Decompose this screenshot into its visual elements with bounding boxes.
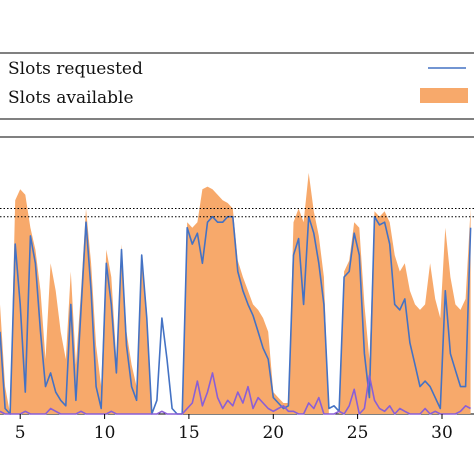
reference-lines	[0, 208, 474, 218]
x-tick-label: 10	[94, 423, 116, 443]
plot-area	[0, 172, 472, 415]
x-tick-label: 20	[262, 423, 284, 443]
legend-label-slots-available: Slots available	[8, 88, 134, 108]
legend-swatch-slots-available	[420, 88, 468, 103]
x-tick-label: 15	[178, 423, 200, 443]
line-series-1	[0, 372, 471, 415]
x-tick-label: 5	[15, 423, 26, 443]
legend-label-slots-requested: Slots requested	[8, 59, 143, 79]
area-slots-available	[0, 172, 471, 414]
legend: Slots requested Slots available	[0, 52, 474, 120]
x-tick-label: 30	[431, 423, 453, 443]
line-slots-requested	[0, 215, 472, 415]
x-tick-label: 25	[347, 423, 369, 443]
x-axis-ticks: 5 10 15 20 25 30	[15, 414, 453, 443]
